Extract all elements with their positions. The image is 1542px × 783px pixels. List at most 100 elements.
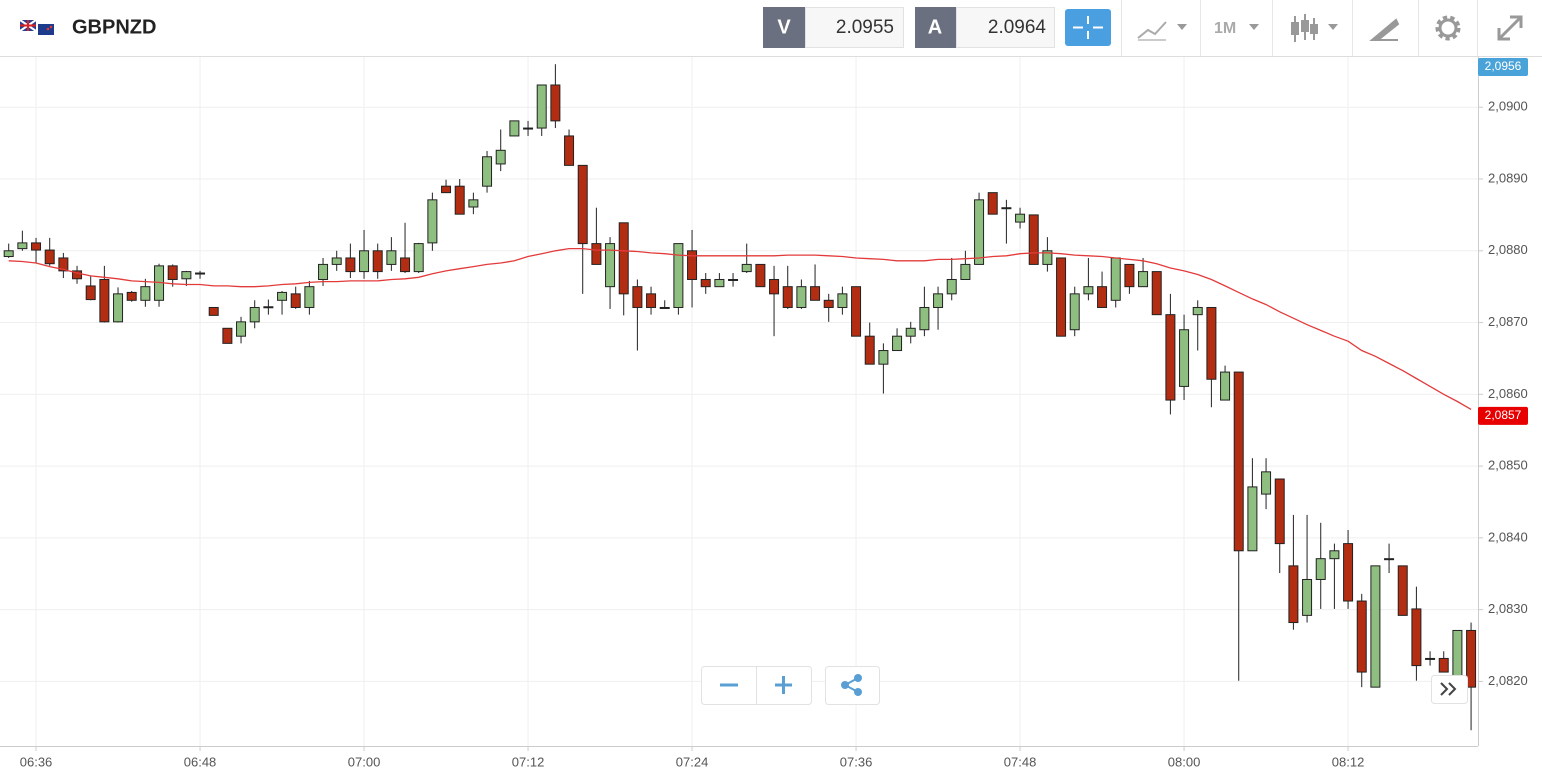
candle-body [1288, 565, 1299, 624]
candle-body [564, 135, 575, 166]
candle-body [755, 263, 766, 288]
candle-body [1151, 271, 1162, 316]
candle-body [1015, 213, 1026, 223]
price-tag [1478, 58, 1528, 76]
candle-body [1097, 286, 1108, 308]
candle-body [85, 285, 96, 301]
ask-badge[interactable] [915, 7, 956, 48]
candle-body [1220, 371, 1231, 401]
zoom-in-button[interactable] [775, 676, 792, 694]
candle-body [44, 249, 55, 265]
candle-body [851, 286, 862, 337]
candle-body [31, 242, 42, 251]
candle-body [1165, 314, 1176, 401]
candle-body [878, 350, 889, 365]
share-box [825, 666, 880, 705]
candle-body [1138, 271, 1149, 288]
candle-body [1179, 329, 1190, 387]
bid-label: V [777, 16, 791, 38]
candle-body [618, 222, 629, 295]
candle-body [1192, 306, 1203, 316]
y-tick-label: 2,0820 [1488, 673, 1528, 688]
chart-type-button[interactable] [1137, 21, 1187, 41]
share-button[interactable] [841, 674, 862, 696]
candle-body [960, 263, 971, 280]
y-tick-label: 2,0890 [1488, 170, 1528, 185]
candle-body [605, 243, 616, 288]
candle-body [318, 263, 329, 280]
candle-body [140, 286, 151, 301]
x-tick-label: 07:48 [1004, 754, 1037, 769]
zoom-controls [701, 666, 1468, 705]
candle-body [1247, 486, 1258, 552]
axis-labels: 2,0820 2,0830 2,0840 2,0850 2,0860 2,0870 2,08… [20, 58, 1528, 769]
candle-body [892, 335, 903, 352]
candle-body [1329, 550, 1340, 560]
x-tick-label: 06:48 [184, 754, 217, 769]
price-tag [1478, 406, 1528, 425]
candle-body [331, 257, 342, 265]
bid-box[interactable] [805, 7, 904, 48]
candle-body [974, 199, 985, 265]
candle-body [769, 278, 780, 295]
candle-body [905, 327, 916, 337]
moving-average-line [8, 247, 1472, 410]
candle-body [1384, 558, 1395, 561]
x-tick-label: 08:00 [1168, 754, 1201, 769]
candle-body [468, 199, 479, 208]
candle-body [523, 127, 534, 130]
fullscreen-button[interactable] [1497, 15, 1523, 41]
ask-price: 2.0964 [988, 17, 1047, 38]
candle-body [17, 242, 28, 250]
candle-body [1356, 600, 1367, 673]
x-tick-label: 07:36 [840, 754, 873, 769]
crosshair-button[interactable] [1065, 9, 1111, 46]
candle-body [1315, 558, 1326, 580]
candle-body [3, 250, 14, 258]
candle-body [591, 243, 602, 265]
candle-body [673, 243, 684, 308]
candle-body [1042, 250, 1053, 265]
settings-button[interactable] [1435, 15, 1461, 41]
candle-body [1466, 629, 1477, 688]
candle-body [400, 257, 411, 273]
candle-body [1001, 207, 1012, 210]
candle-body [1343, 543, 1354, 602]
candle-body [454, 185, 465, 215]
candle-body [1302, 578, 1313, 616]
candle-body [413, 243, 424, 273]
candle-body [1438, 657, 1449, 673]
candle-body [167, 265, 178, 280]
candle-body [1028, 214, 1039, 265]
ask-box[interactable] [956, 7, 1055, 48]
candle-body [810, 286, 821, 301]
candles-button[interactable] [1291, 14, 1338, 42]
price-tag-label: 2,0857 [1485, 408, 1522, 422]
candle-body [687, 250, 698, 280]
candle-body [249, 306, 260, 323]
candle-body [1261, 471, 1272, 495]
scroll-end-button[interactable] [1440, 682, 1457, 696]
candle-body [509, 120, 520, 137]
grid [0, 57, 1478, 746]
bid-price: 2.0955 [836, 17, 894, 38]
candle-body [700, 278, 711, 288]
y-tick-label: 2,0830 [1488, 601, 1528, 616]
candle-body [837, 293, 848, 308]
candle-body [536, 84, 547, 129]
candle-body [741, 263, 752, 273]
timeframe-caret [1249, 24, 1259, 30]
timeframe[interactable]: 1M [1214, 20, 1236, 37]
bid-badge[interactable] [763, 7, 805, 48]
draw-tool-button[interactable] [1369, 18, 1400, 41]
crosshair-icon [1073, 16, 1103, 39]
candle-body [1274, 478, 1285, 545]
candle-body [236, 321, 247, 337]
candle-body [181, 271, 192, 280]
candle-body [1056, 257, 1067, 337]
scroll-end-box [1431, 675, 1468, 704]
candle-body [1233, 371, 1244, 552]
candle-body [782, 286, 793, 308]
candle-body [577, 164, 588, 245]
